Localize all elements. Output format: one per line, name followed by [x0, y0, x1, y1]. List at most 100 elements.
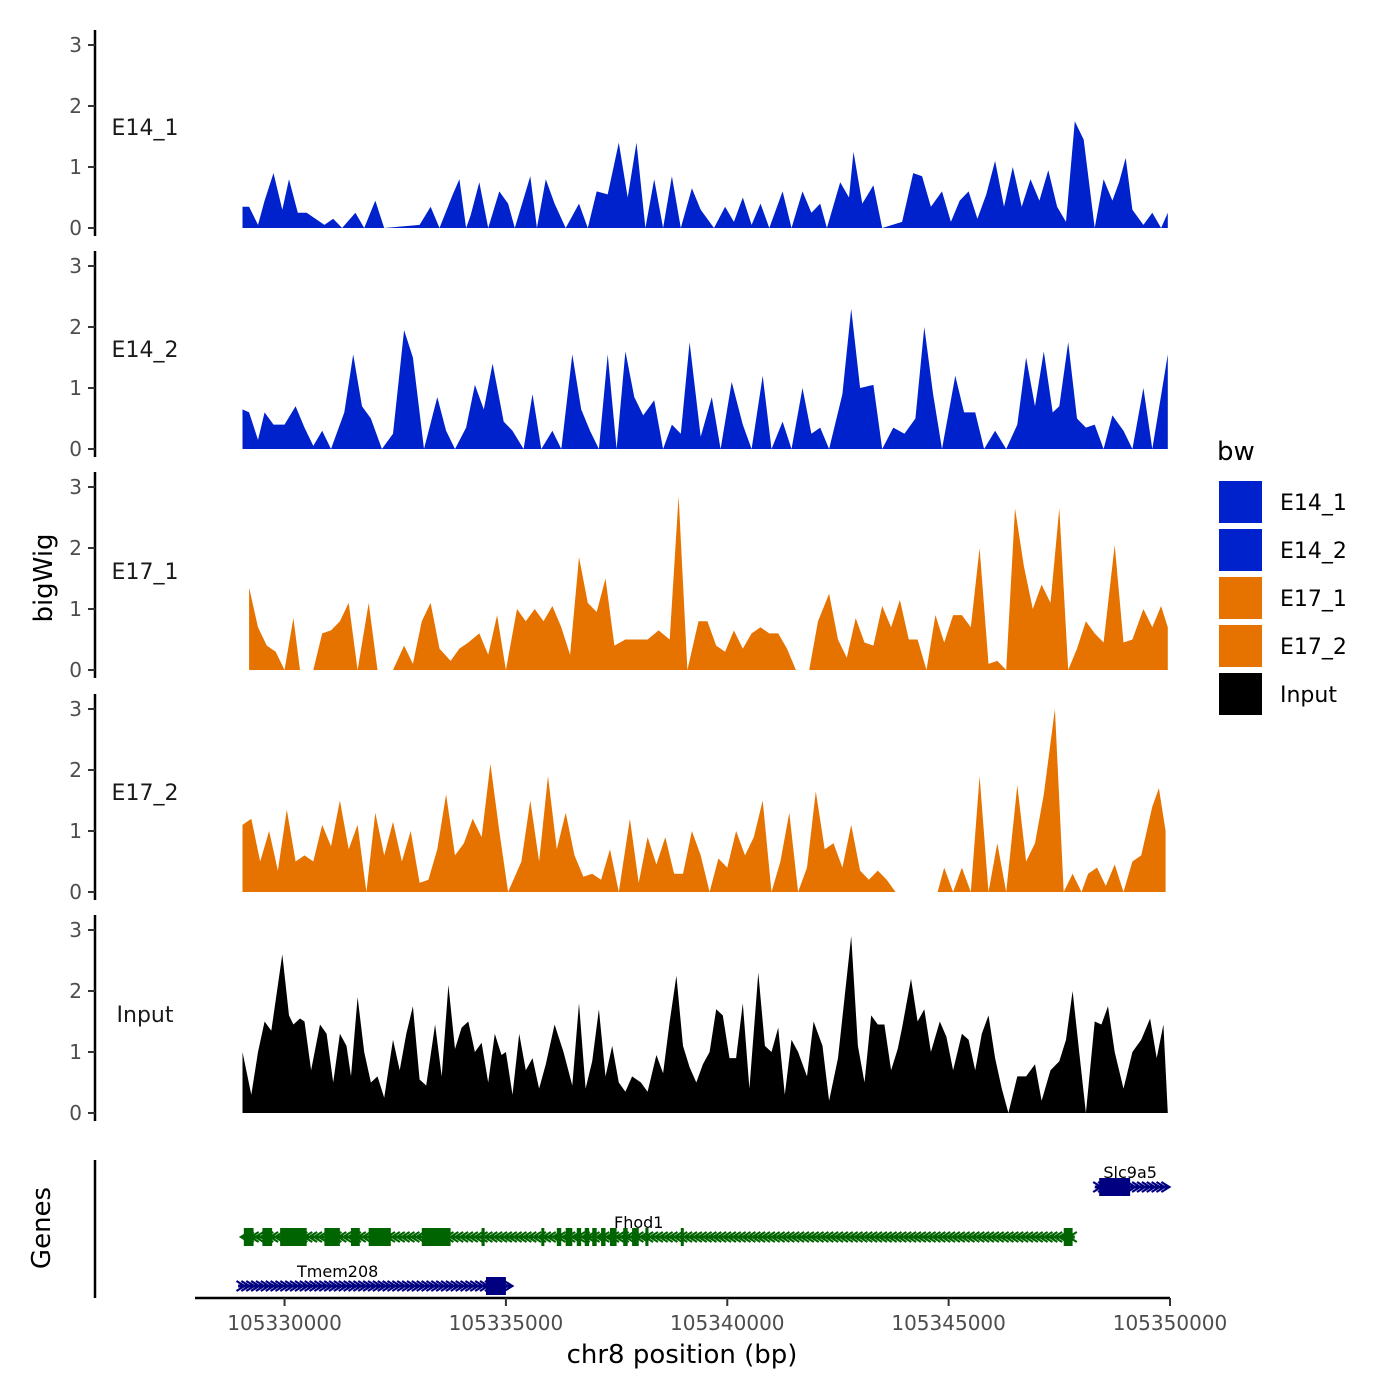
strand-chevron	[445, 1280, 456, 1292]
strand-chevron	[1003, 1231, 1015, 1243]
strand-chevron	[1042, 1231, 1054, 1243]
strand-chevron	[881, 1231, 893, 1243]
coverage-area	[242, 709, 1166, 892]
strand-chevron	[1037, 1231, 1049, 1243]
strand-chevron	[265, 1280, 276, 1292]
strand-chevron	[506, 1231, 518, 1243]
strand-chevron	[420, 1280, 432, 1292]
strand-chevron	[487, 1231, 498, 1243]
legend-title: bw	[1217, 437, 1255, 467]
strand-chevron	[886, 1231, 898, 1243]
coverage-area	[242, 308, 1168, 449]
strand-chevron	[920, 1231, 932, 1243]
strand-chevron	[725, 1231, 737, 1243]
gene-exon	[243, 1228, 254, 1246]
strand-chevron	[1151, 1181, 1162, 1193]
gene-exon	[324, 1228, 340, 1246]
gene-exon	[1099, 1178, 1131, 1196]
strand-chevron	[1018, 1231, 1029, 1243]
strand-chevron	[1027, 1231, 1039, 1243]
strand-chevron	[414, 1231, 425, 1243]
strand-chevron	[450, 1280, 461, 1292]
strand-chevron	[832, 1231, 844, 1243]
strand-chevron	[235, 1280, 247, 1292]
strand-chevron	[362, 1280, 374, 1292]
legend-label: E17_2	[1280, 635, 1347, 660]
strand-chevron	[988, 1231, 1000, 1243]
strand-chevron	[260, 1280, 271, 1292]
track-E17_1: 0 1 2 3 E17_1	[69, 472, 1168, 682]
strand-chevron	[367, 1280, 379, 1292]
strand-chevron	[808, 1231, 820, 1243]
strand-chevron	[959, 1231, 971, 1243]
coverage-area	[249, 496, 1168, 670]
strand-chevron	[352, 1280, 364, 1292]
strand-chevron	[813, 1231, 825, 1243]
y-tick-label: 1	[69, 819, 82, 843]
track-Input: 0 1 2 3 Input	[69, 915, 1168, 1125]
strand-chevron	[876, 1231, 888, 1243]
strand-chevron	[333, 1280, 344, 1292]
strand-chevron	[347, 1280, 359, 1292]
strand-chevron	[871, 1231, 883, 1243]
track-label: E17_2	[112, 781, 179, 806]
strand-chevron	[1032, 1231, 1044, 1243]
y-tick-label: 0	[69, 216, 82, 240]
coverage-area	[242, 121, 1168, 228]
gene-label: Tmem208	[296, 1262, 378, 1281]
strand-chevron	[425, 1280, 437, 1292]
y-tick-label: 3	[69, 254, 82, 278]
strand-chevron	[711, 1231, 722, 1243]
strand-chevron	[455, 1280, 466, 1292]
strand-chevron	[474, 1280, 486, 1292]
strand-chevron	[477, 1231, 489, 1243]
y-tick-label: 1	[69, 1040, 82, 1064]
strand-chevron	[372, 1280, 383, 1292]
strand-chevron	[492, 1231, 503, 1243]
strand-chevron	[672, 1231, 683, 1243]
strand-chevron	[531, 1231, 542, 1243]
strand-chevron	[311, 1231, 323, 1243]
y-tick-label: 3	[69, 697, 82, 721]
strand-chevron	[389, 1231, 401, 1243]
gene-exon	[609, 1228, 617, 1246]
strand-chevron	[691, 1231, 703, 1243]
track-E14_1: 0 1 2 3 E14_1	[69, 30, 1168, 240]
y-tick-label: 3	[69, 918, 82, 942]
track-label: E14_2	[112, 338, 179, 363]
strand-chevron	[245, 1280, 257, 1292]
strand-chevron	[255, 1280, 267, 1292]
gene-exon	[601, 1228, 606, 1246]
y-tick-label: 0	[69, 658, 82, 682]
track-E14_2: 0 1 2 3 E14_2	[69, 251, 1168, 461]
gene-exon	[350, 1228, 360, 1246]
strand-chevron	[343, 1280, 354, 1292]
strand-chevron	[406, 1280, 418, 1292]
track-E17_2: 0 1 2 3 E17_2	[69, 694, 1166, 904]
gene-exon	[680, 1228, 684, 1246]
strand-chevron	[910, 1231, 922, 1243]
y-tick-label: 3	[69, 475, 82, 499]
strand-chevron	[338, 1280, 349, 1292]
strand-chevron	[750, 1231, 761, 1243]
y-tick-label: 2	[69, 979, 82, 1003]
strand-chevron	[399, 1231, 411, 1243]
strand-chevron	[852, 1231, 864, 1243]
strand-chevron	[867, 1231, 878, 1243]
y-tick-label: 0	[69, 1101, 82, 1125]
x-axis-title: chr8 position (bp)	[567, 1340, 798, 1370]
legend: bw E14_1 E14_2 E17_1 E17_2 Input	[1217, 437, 1347, 717]
gene-Fhod1: Fhod1	[238, 1213, 1078, 1246]
legend-swatch	[1217, 575, 1264, 621]
strand-chevron	[304, 1280, 315, 1292]
strand-chevron	[472, 1231, 484, 1243]
strand-chevron	[1022, 1231, 1034, 1243]
x-axis: chr8 position (bp) 105330000 105335000 105…	[195, 1296, 1227, 1370]
strand-chevron	[798, 1231, 810, 1243]
strand-chevron	[949, 1231, 961, 1243]
strand-chevron	[308, 1280, 320, 1292]
strand-chevron	[1146, 1181, 1157, 1193]
strand-chevron	[755, 1231, 766, 1243]
gene-track: Genes Slc9a5 Fhod1 Tmem208	[27, 1160, 1172, 1298]
strand-chevron	[696, 1231, 708, 1243]
